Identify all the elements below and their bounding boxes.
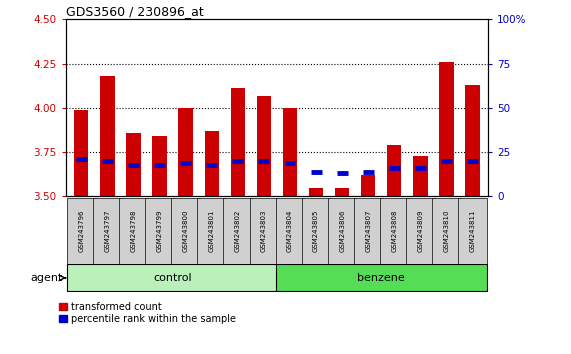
Text: GSM243809: GSM243809 bbox=[417, 210, 423, 252]
Text: GSM243805: GSM243805 bbox=[313, 210, 319, 252]
Bar bbox=[354, 198, 383, 264]
Bar bbox=[276, 198, 304, 264]
Bar bbox=[119, 198, 148, 264]
Text: control: control bbox=[153, 273, 192, 283]
Text: agent: agent bbox=[30, 273, 63, 283]
Bar bbox=[387, 145, 401, 196]
Bar bbox=[100, 76, 115, 196]
Bar bbox=[413, 156, 428, 196]
Text: GSM243801: GSM243801 bbox=[209, 210, 215, 252]
Bar bbox=[198, 198, 226, 264]
Bar bbox=[276, 264, 487, 291]
Bar bbox=[309, 188, 323, 196]
Bar bbox=[74, 110, 89, 196]
Bar bbox=[432, 198, 461, 264]
Bar bbox=[179, 108, 193, 196]
Bar bbox=[67, 264, 278, 291]
Text: GSM243797: GSM243797 bbox=[104, 210, 110, 252]
Text: GSM243803: GSM243803 bbox=[261, 210, 267, 252]
Text: GSM243806: GSM243806 bbox=[339, 210, 345, 252]
Text: benzene: benzene bbox=[357, 273, 405, 283]
Bar bbox=[152, 136, 167, 196]
Legend: transformed count, percentile rank within the sample: transformed count, percentile rank withi… bbox=[59, 302, 236, 324]
Bar bbox=[126, 133, 140, 196]
Bar bbox=[171, 198, 200, 264]
Text: GSM243811: GSM243811 bbox=[469, 210, 476, 252]
Bar bbox=[335, 188, 349, 196]
Bar bbox=[439, 62, 453, 196]
Text: GSM243807: GSM243807 bbox=[365, 210, 371, 252]
Bar bbox=[406, 198, 435, 264]
Text: GDS3560 / 230896_at: GDS3560 / 230896_at bbox=[66, 5, 203, 18]
Bar bbox=[223, 198, 252, 264]
Bar bbox=[257, 96, 271, 196]
Bar bbox=[328, 198, 356, 264]
Text: GSM243808: GSM243808 bbox=[391, 210, 397, 252]
Text: GSM243804: GSM243804 bbox=[287, 210, 293, 252]
Text: GSM243796: GSM243796 bbox=[78, 210, 85, 252]
Bar bbox=[465, 85, 480, 196]
Bar bbox=[93, 198, 122, 264]
Bar bbox=[301, 198, 331, 264]
Bar bbox=[283, 108, 297, 196]
Bar bbox=[67, 198, 96, 264]
Text: GSM243810: GSM243810 bbox=[444, 210, 449, 252]
Bar bbox=[231, 88, 245, 196]
Bar bbox=[458, 198, 487, 264]
Text: GSM243799: GSM243799 bbox=[156, 210, 163, 252]
Bar bbox=[204, 131, 219, 196]
Bar bbox=[380, 198, 409, 264]
Bar bbox=[250, 198, 278, 264]
Bar bbox=[145, 198, 174, 264]
Text: GSM243802: GSM243802 bbox=[235, 210, 241, 252]
Text: GSM243800: GSM243800 bbox=[183, 210, 188, 252]
Bar bbox=[361, 175, 375, 196]
Text: GSM243798: GSM243798 bbox=[131, 210, 136, 252]
